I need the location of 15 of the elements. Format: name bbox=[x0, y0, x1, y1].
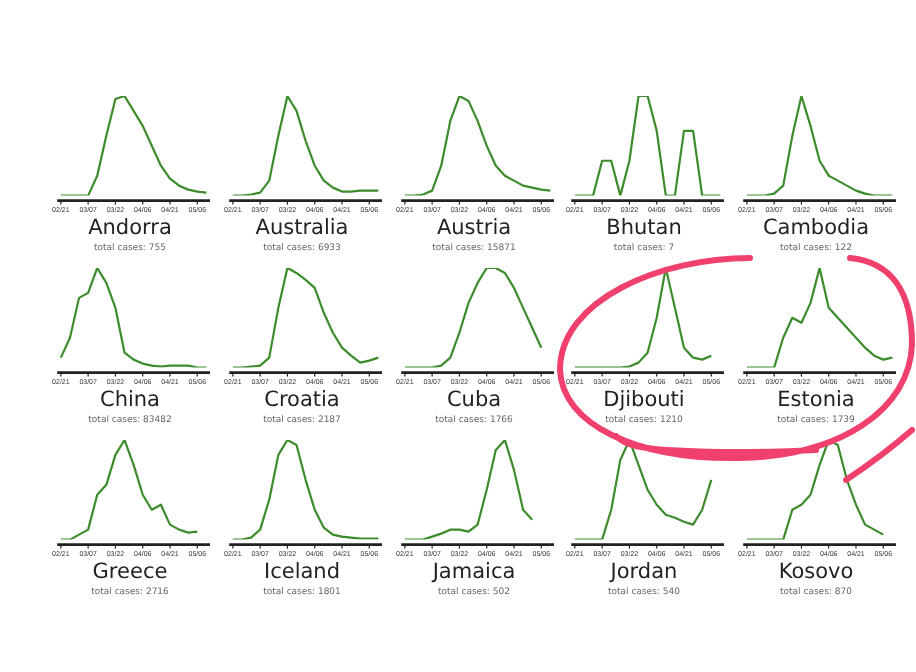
text: Cuba bbox=[444, 388, 504, 412]
text: Australia bbox=[253, 216, 351, 240]
text: Cambodia bbox=[760, 216, 872, 240]
text: Jamaica bbox=[429, 560, 518, 584]
text: Jordan bbox=[607, 560, 680, 584]
text: Kosovo bbox=[776, 560, 856, 584]
text: Djibouti bbox=[601, 388, 687, 412]
text: Andorra bbox=[86, 216, 174, 240]
text: Greece bbox=[90, 560, 170, 584]
text: China bbox=[98, 388, 162, 412]
text: Austria bbox=[434, 216, 514, 240]
text: Croatia bbox=[262, 388, 342, 412]
text: Estonia bbox=[775, 388, 857, 412]
text: Iceland bbox=[261, 560, 342, 584]
text: Bhutan bbox=[604, 216, 684, 240]
